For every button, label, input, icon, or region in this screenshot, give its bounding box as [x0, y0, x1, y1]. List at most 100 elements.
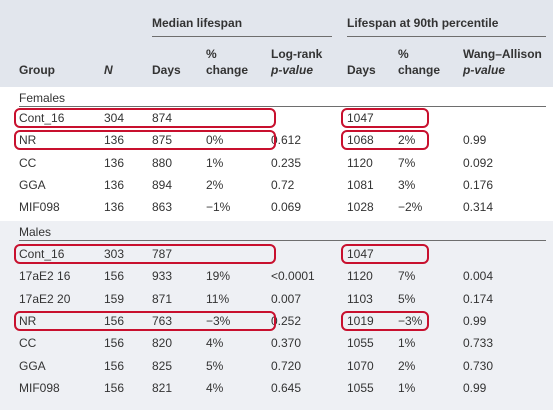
cell-logrank-pvalue: 0.612: [271, 133, 302, 148]
cell-days: 820: [152, 336, 173, 351]
cell-group: NR: [19, 313, 37, 328]
cell-n: 303: [104, 247, 125, 261]
cell-pct-change: 0%: [206, 133, 224, 148]
cell-days: 863: [152, 200, 173, 215]
col-header-days-90th: Days: [347, 63, 376, 77]
cell-wang-allison-pvalue: 0.99: [463, 380, 487, 395]
col-header-pct-90th-line2: change: [398, 63, 441, 77]
cell-pct-change-90th: 1%: [398, 336, 416, 351]
highlight-box-right: [341, 130, 429, 151]
cell-pct-change-90th: 3%: [398, 177, 416, 192]
cell-days-90th: 1068: [347, 133, 374, 148]
cell-pct-change: 5%: [206, 358, 224, 373]
section-label-males: Males: [19, 225, 52, 239]
cell-n: 156: [104, 336, 125, 351]
cell-days-90th: 1055: [347, 380, 374, 395]
cell-days: 821: [152, 380, 173, 395]
cell-n: 136: [104, 200, 125, 215]
cell-days: 825: [152, 358, 173, 373]
cell-group: MIF098: [19, 200, 60, 215]
cell-group: CC: [19, 155, 37, 170]
cell-pct-change-90th: 1%: [398, 380, 416, 395]
cell-wang-allison-pvalue: 0.176: [463, 177, 494, 192]
cell-days: 880: [152, 155, 173, 170]
lifespan-90th-group-rule: [347, 36, 546, 37]
cell-pct-change-90th: 7%: [398, 155, 416, 170]
cell-logrank-pvalue: <0.0001: [271, 269, 315, 284]
cell-days-90th: 1120: [347, 269, 373, 284]
cell-days-90th: 1019: [347, 313, 374, 328]
cell-pct-change: 11%: [206, 291, 230, 306]
cell-days: 894: [152, 177, 173, 192]
cell-pct-change-90th: 5%: [398, 291, 416, 306]
col-header-wang-line2: p-value: [463, 63, 506, 77]
median-group-rule: [152, 36, 332, 37]
cell-n: 136: [104, 155, 125, 170]
table-header: [0, 0, 553, 87]
median-lifespan-group-header: Median lifespan: [152, 16, 243, 30]
cell-days-90th: 1047: [347, 111, 374, 125]
cell-group: Cont_16: [19, 247, 65, 261]
cell-wang-allison-pvalue: 0.174: [463, 291, 494, 306]
lifespan-90th-group-header: Lifespan at 90th percentile: [347, 16, 499, 30]
cell-group: NR: [19, 133, 37, 148]
cell-n: 136: [104, 177, 125, 192]
females-section-rule: [19, 106, 546, 107]
cell-days: 787: [152, 247, 173, 261]
col-header-n: N: [104, 63, 113, 77]
cell-days-90th: 1047: [347, 247, 374, 261]
cell-pct-change: 4%: [206, 380, 224, 395]
col-header-pct-line1: %: [206, 47, 217, 61]
cell-days: 763: [152, 313, 173, 328]
cell-pct-change-90th: 2%: [398, 358, 416, 373]
cell-pct-change-90th: −3%: [398, 313, 423, 328]
highlight-box-left: [14, 244, 276, 264]
cell-pct-change: 1%: [206, 155, 224, 170]
cell-pct-change: −1%: [206, 200, 231, 215]
cell-logrank-pvalue: 0.720: [271, 358, 302, 373]
col-header-group: Group: [19, 63, 55, 77]
col-header-logrank-line2: p-value: [271, 63, 314, 77]
cell-days: 874: [152, 111, 173, 125]
highlight-box-right: [341, 108, 429, 128]
cell-pct-change-90th: 2%: [398, 133, 416, 148]
cell-wang-allison-pvalue: 0.733: [463, 336, 494, 351]
col-header-days: Days: [152, 63, 181, 77]
highlight-box-right: [341, 244, 429, 264]
cell-wang-allison-pvalue: 0.004: [463, 269, 494, 284]
cell-wang-allison-pvalue: 0.99: [463, 133, 487, 148]
cell-n: 156: [104, 380, 125, 395]
cell-pct-change: 4%: [206, 336, 224, 351]
cell-pct-change-90th: 7%: [398, 269, 416, 284]
cell-days-90th: 1070: [347, 358, 374, 373]
cell-n: 304: [104, 111, 125, 125]
cell-logrank-pvalue: 0.069: [271, 200, 302, 215]
cell-wang-allison-pvalue: 0.092: [463, 155, 494, 170]
cell-pct-change: 2%: [206, 177, 224, 192]
cell-pct-change-90th: −2%: [398, 200, 423, 215]
cell-n: 159: [104, 291, 125, 306]
cell-wang-allison-pvalue: 0.314: [463, 200, 494, 215]
cell-days-90th: 1055: [347, 336, 374, 351]
cell-logrank-pvalue: 0.007: [271, 291, 302, 306]
cell-days-90th: 1028: [347, 200, 374, 215]
males-section-band: [0, 221, 553, 410]
cell-group: Cont_16: [19, 111, 65, 125]
cell-n: 156: [104, 269, 125, 284]
cell-days-90th: 1081: [347, 177, 374, 192]
cell-n: 156: [104, 358, 125, 373]
cell-n: 136: [104, 133, 125, 148]
col-header-wang-line1: Wang–Allison: [463, 47, 542, 61]
cell-group: 17aE2 20: [19, 291, 71, 306]
cell-pct-change: −3%: [206, 313, 231, 328]
cell-logrank-pvalue: 0.252: [271, 313, 302, 328]
cell-days: 933: [152, 269, 173, 284]
cell-n: 156: [104, 313, 125, 328]
cell-group: GGA: [19, 177, 46, 192]
cell-days: 875: [152, 133, 173, 148]
cell-logrank-pvalue: 0.645: [271, 380, 302, 395]
col-header-pct-line2: change: [206, 63, 249, 77]
cell-wang-allison-pvalue: 0.99: [463, 313, 487, 328]
